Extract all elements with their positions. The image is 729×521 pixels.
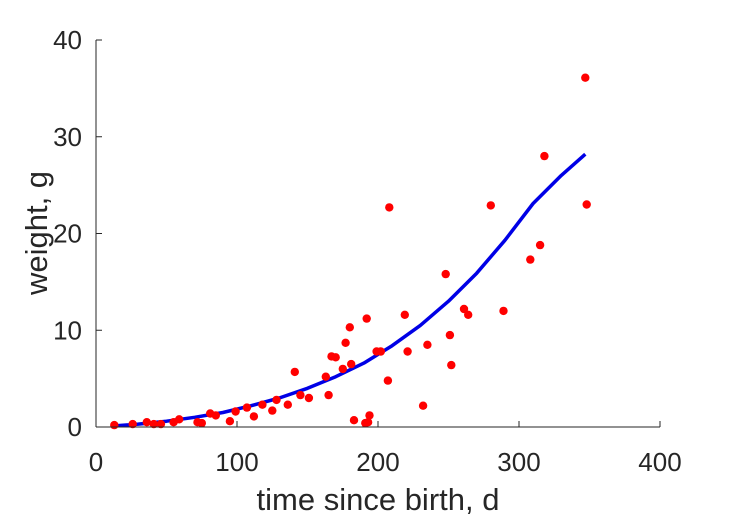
y-tick-label: 10 bbox=[53, 315, 82, 345]
data-point bbox=[535, 240, 545, 250]
data-point bbox=[447, 360, 456, 370]
data-point bbox=[242, 403, 252, 412]
data-point bbox=[290, 367, 299, 377]
data-point bbox=[423, 340, 432, 349]
data-point bbox=[268, 406, 277, 415]
data-point bbox=[197, 418, 206, 428]
fit-curve-layer bbox=[112, 152, 587, 428]
data-point bbox=[441, 269, 450, 279]
data-point bbox=[365, 411, 374, 420]
y-tick-label: 40 bbox=[53, 25, 82, 55]
y-ticks: 0 10 20 30 40 bbox=[53, 25, 102, 442]
data-point bbox=[231, 407, 240, 416]
data-point bbox=[403, 347, 412, 356]
data-point bbox=[324, 390, 333, 400]
data-point bbox=[110, 420, 119, 430]
data-point bbox=[581, 73, 590, 82]
data-point bbox=[211, 411, 220, 420]
data-point bbox=[149, 419, 158, 429]
x-tick-label: 200 bbox=[356, 447, 399, 477]
data-point bbox=[383, 376, 393, 385]
data-point bbox=[341, 338, 350, 347]
data-point bbox=[499, 306, 508, 316]
data-point bbox=[258, 400, 267, 409]
y-tick-label: 0 bbox=[68, 412, 82, 442]
data-point bbox=[540, 151, 549, 161]
x-axis-title: time since birth, d bbox=[257, 482, 500, 517]
data-point bbox=[156, 419, 166, 429]
data-point bbox=[249, 412, 259, 421]
x-tick-label: 100 bbox=[215, 447, 258, 477]
x-tick-label: 0 bbox=[89, 447, 103, 477]
data-point bbox=[304, 393, 314, 403]
x-tick-label: 300 bbox=[497, 447, 540, 477]
data-point bbox=[526, 255, 535, 264]
data-point bbox=[385, 203, 394, 212]
data-point bbox=[296, 390, 305, 400]
data-point bbox=[362, 314, 371, 323]
data-point bbox=[331, 353, 340, 362]
data-point bbox=[376, 347, 385, 356]
data-point bbox=[445, 330, 455, 340]
data-point bbox=[345, 323, 354, 332]
x-tick-label: 400 bbox=[638, 447, 681, 477]
data-point bbox=[142, 418, 151, 427]
data-point bbox=[582, 200, 591, 209]
y-axis-title: weight, g bbox=[19, 171, 54, 296]
data-point bbox=[272, 395, 281, 405]
data-point bbox=[283, 400, 292, 409]
data-point bbox=[347, 359, 356, 369]
data-point bbox=[338, 364, 347, 374]
data-point bbox=[400, 310, 409, 319]
data-point bbox=[486, 201, 495, 210]
data-points-layer bbox=[110, 73, 591, 430]
y-tick-label: 30 bbox=[53, 122, 82, 152]
axes bbox=[95, 40, 660, 428]
data-point bbox=[225, 417, 235, 426]
data-point bbox=[363, 418, 373, 427]
data-point bbox=[128, 419, 137, 429]
y-tick-label: 20 bbox=[53, 219, 82, 249]
data-point bbox=[321, 372, 330, 381]
data-point bbox=[349, 416, 359, 425]
data-point bbox=[459, 304, 469, 314]
data-point bbox=[175, 415, 184, 424]
data-point bbox=[418, 401, 428, 410]
data-point bbox=[464, 310, 473, 319]
x-ticks: 0 100 200 300 400 bbox=[89, 421, 682, 477]
fit-curve bbox=[112, 152, 587, 428]
